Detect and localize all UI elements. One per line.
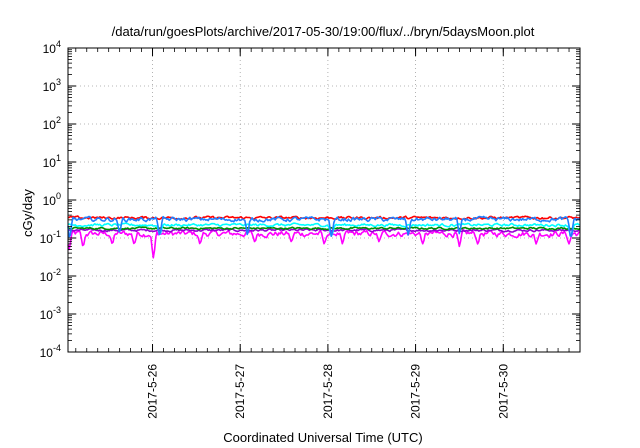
chart-title: /data/run/goesPlots/archive/2017-05-30/1… — [112, 24, 535, 39]
y-tick-label: 10-2 — [40, 267, 61, 284]
y-axis-label: cGy/day — [20, 189, 35, 237]
y-tick-label: 10-3 — [40, 305, 61, 322]
series-line — [67, 215, 581, 238]
x-tick-label: 2017-5-26 — [146, 364, 160, 419]
grid — [68, 48, 580, 352]
y-tick-label: 103 — [43, 77, 61, 94]
axes: 10-4 10-3 10-2 10-1 100 101 102 103 104 2017-5-26… — [40, 39, 581, 419]
x-axis-label: Coordinated Universal Time (UTC) — [223, 430, 422, 445]
y-tick-label: 101 — [43, 153, 61, 170]
x-tick-label: 2017-5-29 — [409, 364, 423, 419]
y-tick-label: 102 — [43, 115, 61, 132]
y-tick-label: 10-1 — [40, 229, 61, 246]
series-line — [67, 228, 581, 259]
x-tick-label: 2017-5-28 — [321, 364, 335, 419]
series-line — [67, 222, 581, 237]
series-line — [67, 227, 581, 233]
y-tick-label: 100 — [43, 191, 61, 208]
series-layer — [67, 215, 581, 259]
y-tick-label: 10-4 — [40, 343, 61, 360]
plot-frame — [67, 47, 581, 353]
series-line — [67, 226, 581, 231]
series-line — [67, 215, 581, 221]
y-tick-label: 104 — [43, 39, 61, 56]
x-tick-label: 2017-5-30 — [496, 364, 510, 419]
x-tick-label: 2017-5-27 — [233, 364, 247, 419]
